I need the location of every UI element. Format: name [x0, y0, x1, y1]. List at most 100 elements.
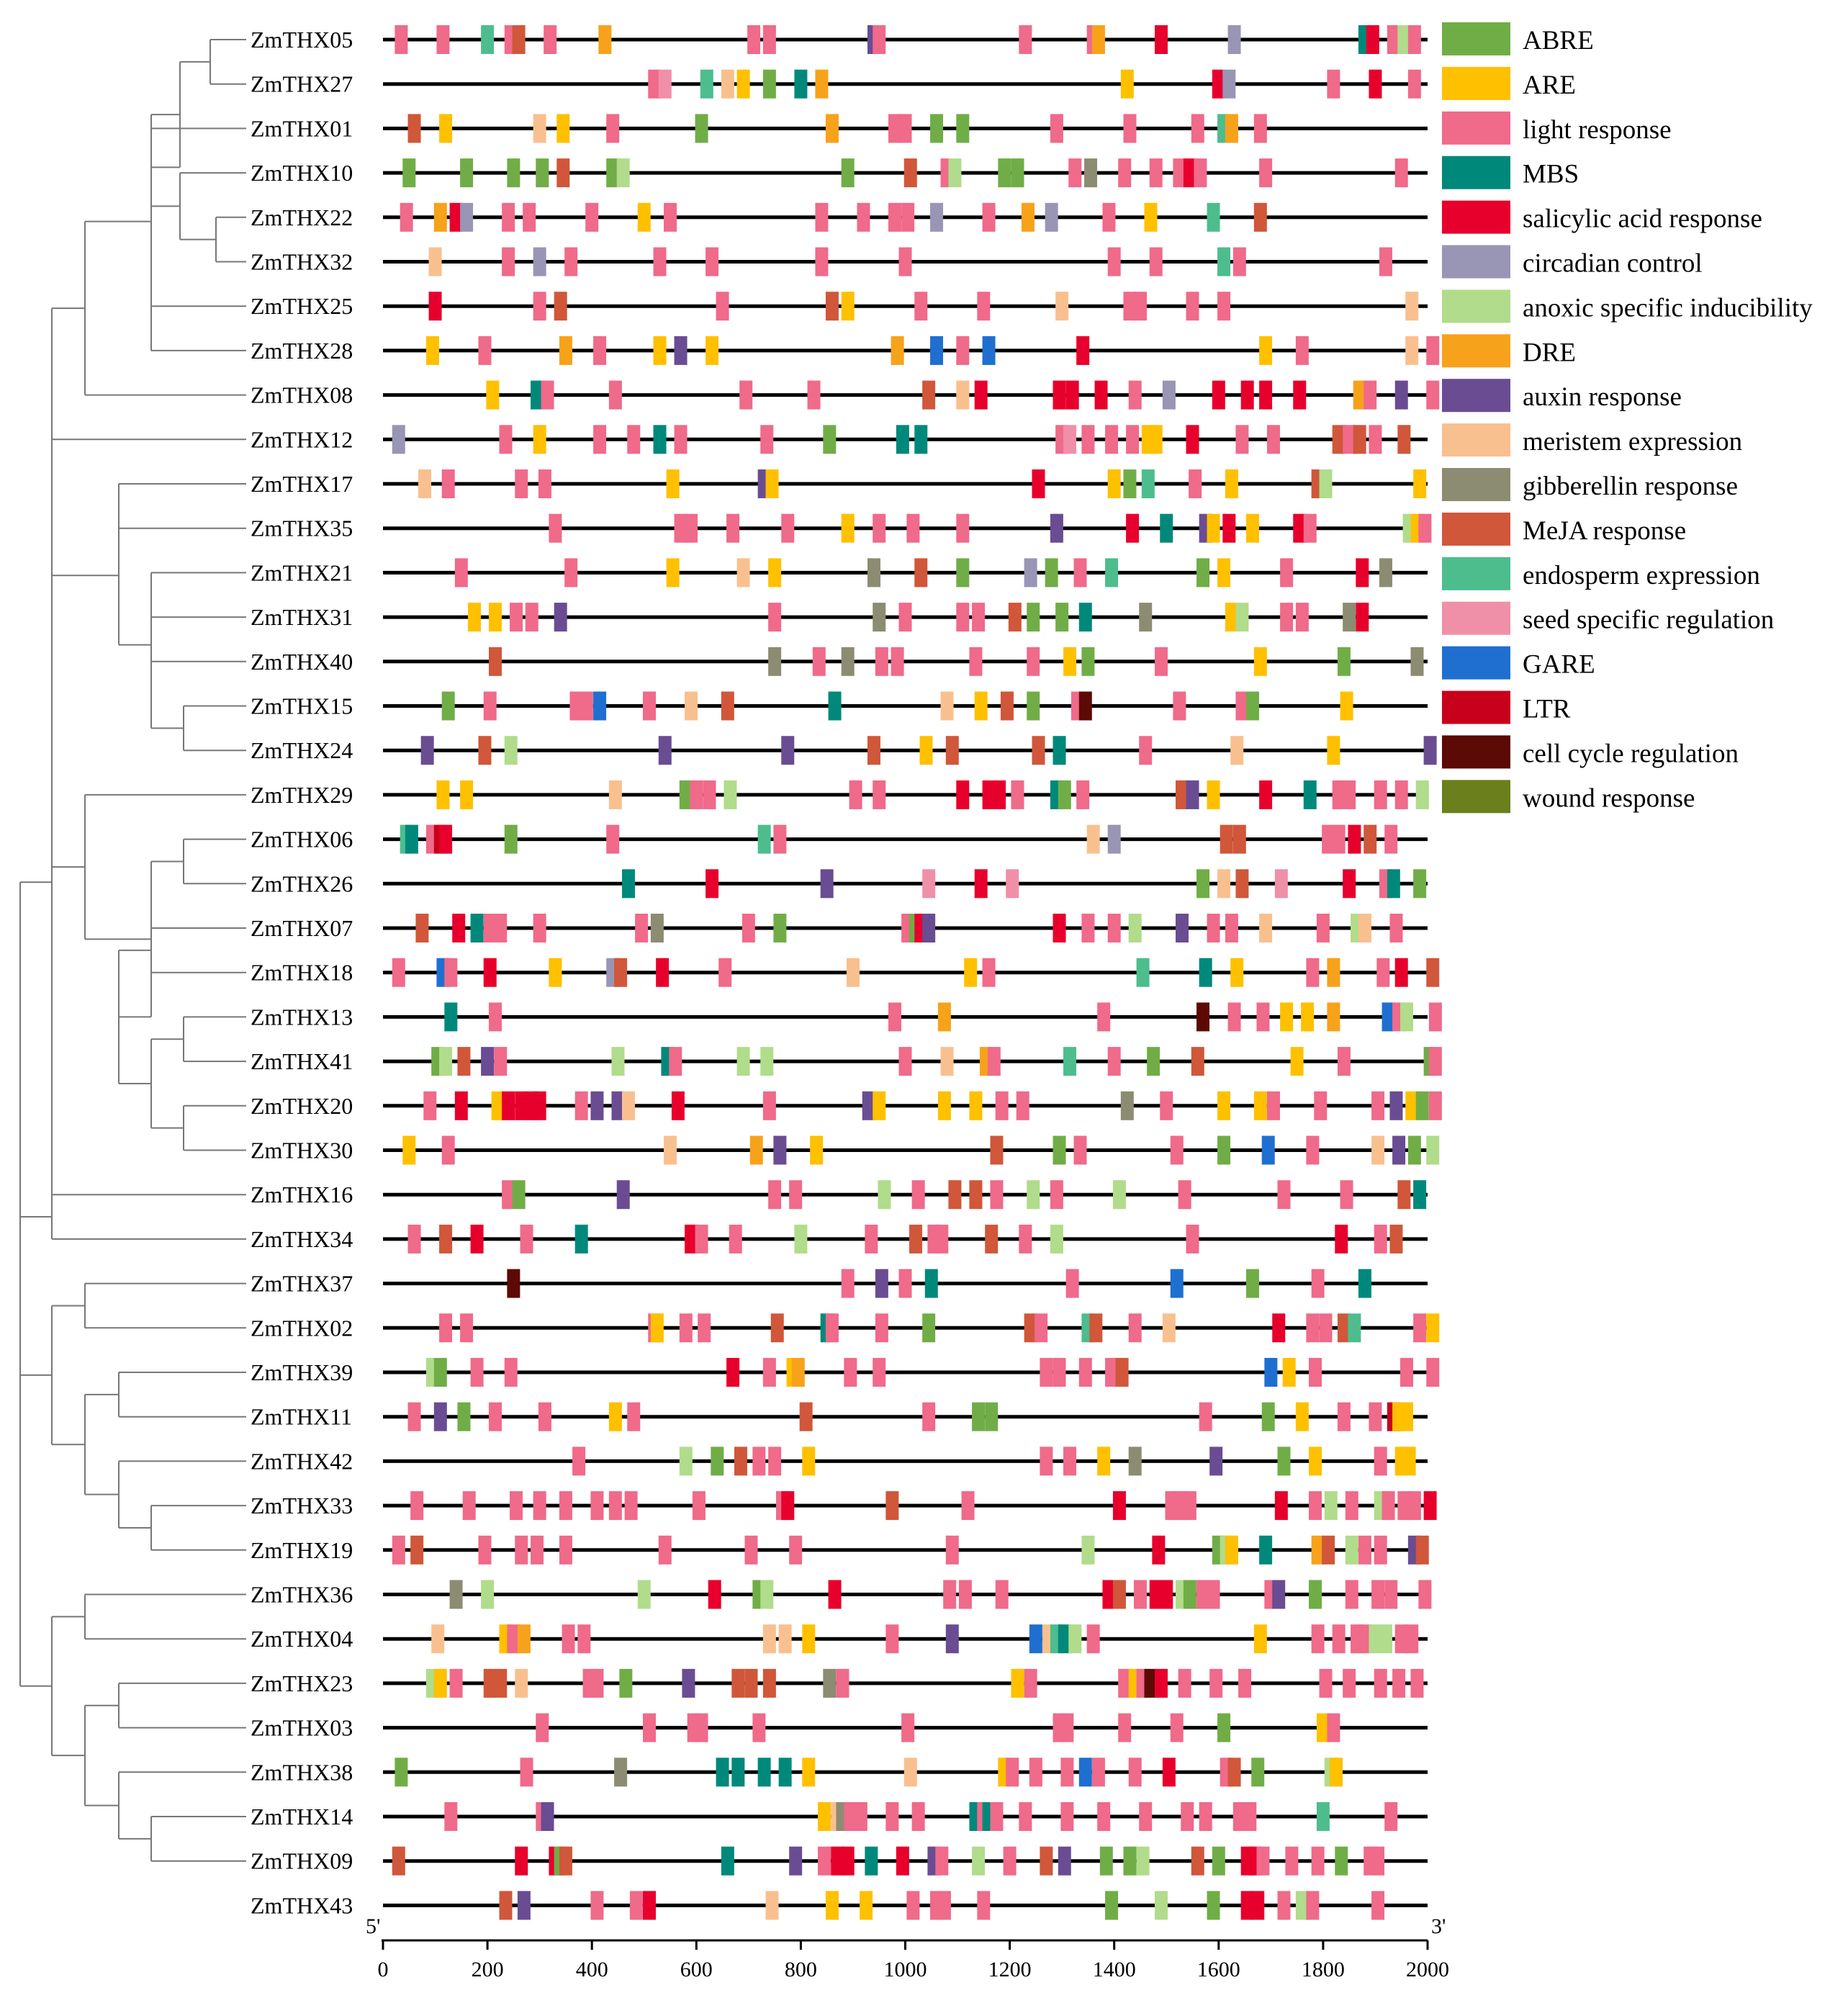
element-MeJA [762, 1668, 776, 1698]
element-light [606, 114, 620, 143]
element-ARE [1290, 1047, 1304, 1076]
legend-swatch-wound [1442, 780, 1510, 814]
element-MBS [444, 1002, 458, 1032]
element-circ [1024, 558, 1037, 588]
legend: ABRE ARE light response MBS salicylic acid r… [1442, 22, 1813, 814]
element-MBS [1358, 1269, 1371, 1298]
element-ARE [425, 336, 439, 365]
element-light [1327, 69, 1340, 99]
element-light [488, 1002, 502, 1032]
element-meristem [621, 1091, 635, 1120]
element-anoxic [724, 780, 737, 809]
element-ARE [969, 1091, 983, 1120]
element-SA [1152, 1535, 1166, 1565]
element-light [1019, 25, 1032, 54]
element-SA [1076, 336, 1090, 365]
element-ARE [1253, 647, 1267, 676]
x-tick-label: 1600 [1197, 1958, 1240, 1981]
cis-elements [392, 25, 1442, 1920]
element-light [1319, 1313, 1333, 1343]
element-SA [533, 1091, 546, 1120]
element-anoxic [1136, 1846, 1150, 1876]
element-gibb [1120, 1091, 1134, 1120]
element-DRE [937, 1002, 951, 1032]
element-light [1118, 1713, 1132, 1742]
element-light [1394, 158, 1408, 188]
element-light [635, 914, 649, 942]
element-light [812, 647, 826, 676]
element-MeJA [867, 736, 880, 765]
element-auxin [1389, 1091, 1403, 1120]
element-MBS [716, 1758, 729, 1787]
element-light [624, 1491, 638, 1521]
element-anoxic [439, 1047, 453, 1076]
element-light [1118, 1668, 1132, 1698]
element-MeJA [457, 1047, 471, 1076]
element-ARE [706, 336, 719, 365]
element-circ [930, 202, 944, 232]
element-light [1343, 780, 1356, 809]
element-light [1196, 1580, 1210, 1609]
element-endo [700, 69, 713, 99]
gene-label: ZmTHX21 [251, 559, 353, 585]
element-DRE [1225, 114, 1238, 143]
element-GARE [1170, 1269, 1184, 1298]
element-ARE [1230, 958, 1244, 987]
element-light [1107, 247, 1121, 276]
element-auxin [517, 1891, 531, 1920]
element-light [423, 1091, 437, 1120]
element-ARE [765, 469, 779, 498]
element-light [873, 25, 886, 54]
element-ARE [666, 558, 680, 588]
element-GARE [930, 336, 944, 365]
element-ABRE [1055, 603, 1069, 632]
element-SA [1293, 513, 1307, 543]
element-light [1181, 1802, 1194, 1831]
element-light [995, 1580, 1009, 1609]
element-light [762, 1091, 776, 1120]
legend-swatch-DRE [1442, 334, 1510, 368]
element-ABRE [1245, 1269, 1259, 1298]
element-SA [1053, 914, 1066, 942]
element-light [1407, 1491, 1421, 1521]
element-light [943, 1580, 957, 1609]
element-anoxic [760, 1047, 774, 1076]
element-light [1068, 158, 1082, 188]
element-auxin [1050, 513, 1063, 543]
element-meristem [765, 1891, 779, 1920]
element-ABRE [922, 1313, 936, 1343]
element-light [1280, 603, 1294, 632]
element-DRE [559, 336, 572, 365]
element-light [726, 513, 740, 543]
element-light [577, 1624, 591, 1654]
element-light [898, 114, 912, 143]
element-anoxic [637, 1580, 651, 1609]
element-auxin [682, 1668, 695, 1698]
legend-label: cell cycle regulation [1523, 739, 1739, 768]
element-anoxic [736, 1047, 750, 1076]
element-ABRE [1058, 780, 1071, 809]
element-ABRE [606, 158, 620, 188]
element-light [1266, 425, 1280, 454]
element-light [1285, 1846, 1299, 1876]
element-SA [1259, 780, 1273, 809]
element-GARE [982, 336, 996, 365]
element-ABRE [1277, 1446, 1291, 1476]
element-circ [1107, 824, 1121, 854]
element-MeJA [554, 292, 567, 321]
element-gibb [1139, 603, 1153, 632]
legend-label: anoxic specific inducibility [1523, 293, 1813, 323]
element-SA [956, 780, 970, 809]
element-auxin [554, 603, 567, 632]
element-SA [449, 202, 463, 232]
element-MeJA [903, 158, 917, 188]
element-ABRE [395, 1758, 408, 1787]
gene-label: ZmTHX31 [251, 604, 353, 630]
element-auxin [1423, 736, 1437, 765]
element-SA [1259, 380, 1273, 410]
element-ARE [1330, 1758, 1343, 1787]
element-ABRE [1335, 1846, 1348, 1876]
element-light [1253, 114, 1267, 143]
legend-swatch-ABRE [1442, 22, 1510, 55]
element-light [590, 1668, 604, 1698]
